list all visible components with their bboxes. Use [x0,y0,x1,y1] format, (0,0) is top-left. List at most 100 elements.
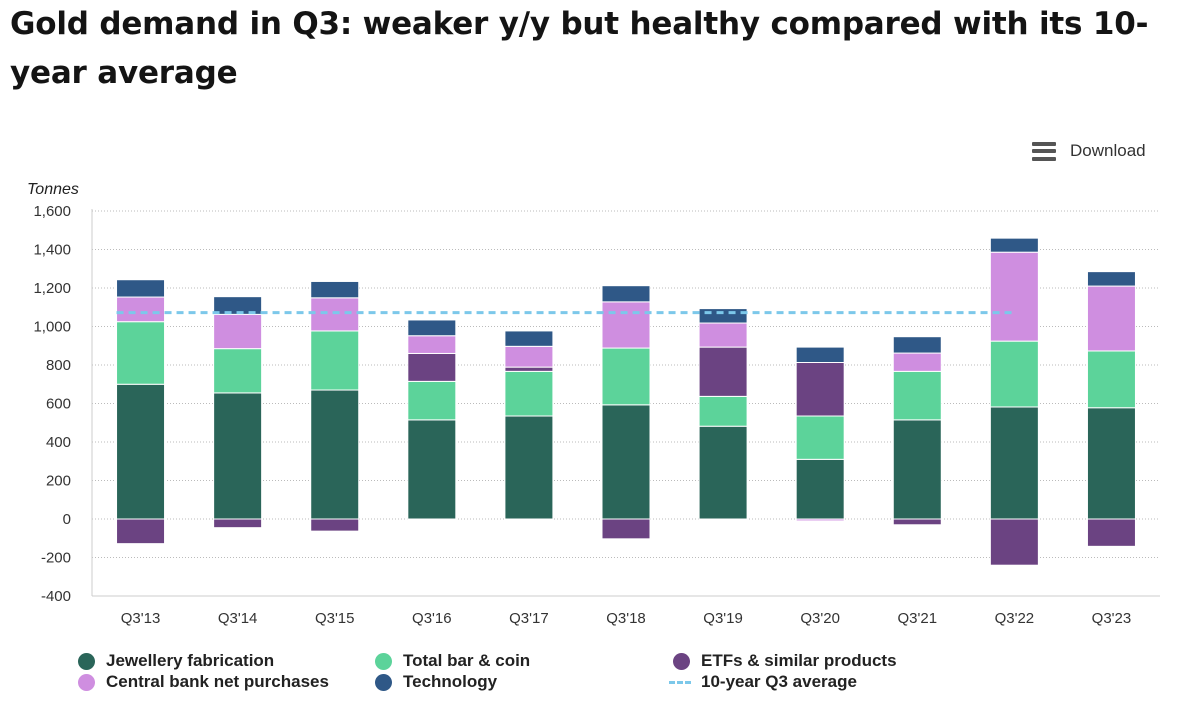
bar-segment-tech[interactable] [989,237,1039,253]
bar-segment-central[interactable] [310,297,360,332]
bar-segment-etf[interactable] [407,352,457,382]
bar-segment-central[interactable] [116,296,166,323]
legend-label-central-bank: Central bank net purchases [106,672,329,691]
bar-segment-barcoin[interactable] [407,380,457,421]
y-tick-label: -400 [41,588,71,605]
legend-swatch-jewellery [78,652,95,670]
bar-segment-etf[interactable] [310,518,360,532]
bar-segment-tech[interactable] [504,330,554,347]
bar-segment-barcoin[interactable] [601,347,651,406]
stacked-bar-chart: Tonnes 1,600 1,400 1,200 1,000 800 600 400 200 0… [27,181,1160,627]
y-tick-label: 600 [46,396,71,413]
y-tick-label: 1,200 [33,280,71,297]
x-tick-label: Q3'15 [315,610,355,627]
legend-swatch-barcoin [375,652,392,670]
x-axis-labels: Q3'13 Q3'14 Q3'15 Q3'16 Q3'17 Q3'18 Q3'19 Q3'20… [121,610,1131,627]
legend-label-technology: Technology [403,672,498,691]
bar-segment-barcoin[interactable] [989,340,1039,408]
bar-segment-jewellery[interactable] [892,419,942,520]
bar-segment-barcoin[interactable] [892,370,942,421]
bar-segment-central[interactable] [698,322,748,348]
bars [116,237,1136,566]
bar-segment-jewellery[interactable] [795,458,845,520]
download-button[interactable]: Download [1032,141,1146,161]
y-axis-title: Tonnes [27,181,79,198]
bar-segment-jewellery[interactable] [116,383,166,520]
bar-segment-jewellery[interactable] [1086,407,1136,520]
bar-segment-tech[interactable] [116,279,166,298]
legend-swatch-etf [673,652,690,670]
bar-segment-jewellery[interactable] [601,404,651,520]
x-tick-label: Q3'18 [606,610,646,627]
y-axis-ticks: 1,600 1,400 1,200 1,000 800 600 400 200 0 -200 -40… [33,203,71,605]
bar-segment-jewellery[interactable] [407,419,457,520]
bar-segment-barcoin[interactable] [116,321,166,385]
bar-segment-central[interactable] [892,352,942,372]
bar-segment-etf[interactable] [795,361,845,417]
y-tick-label: 1,000 [33,319,71,336]
y-tick-label: 800 [46,357,71,374]
x-tick-label: Q3'19 [703,610,743,627]
legend-label-etf: ETFs & similar products [701,651,897,670]
x-tick-label: Q3'21 [897,610,937,627]
bar-segment-barcoin[interactable] [310,330,360,391]
bar-segment-jewellery[interactable] [310,389,360,520]
bar-segment-central[interactable] [504,345,554,368]
x-tick-label: Q3'20 [800,610,840,627]
legend-label-jewellery: Jewellery fabrication [106,651,275,670]
bar-segment-tech[interactable] [601,285,651,303]
x-tick-label: Q3'13 [121,610,161,627]
bar-segment-central[interactable] [407,335,457,354]
bar-segment-tech[interactable] [310,280,360,299]
legend-item-etf[interactable]: ETFs & similar products [673,651,897,671]
legend-item-jewellery[interactable]: Jewellery fabrication [78,651,274,671]
bar-segment-etf[interactable] [116,518,166,545]
bar-segment-barcoin[interactable] [1086,350,1136,409]
bar-segment-etf[interactable] [989,518,1039,566]
x-tick-label: Q3'23 [1092,610,1132,627]
bar-segment-jewellery[interactable] [504,415,554,520]
bar-segment-central[interactable] [601,301,651,349]
legend-item-central-bank[interactable]: Central bank net purchases [78,672,329,692]
bar-segment-jewellery[interactable] [698,425,748,520]
bar-segment-etf[interactable] [213,518,263,529]
legend: Jewellery fabrication Total bar & coin E… [78,651,1078,701]
bar-segment-tech[interactable] [795,346,845,363]
bar-segment-tech[interactable] [1086,271,1136,287]
bar-segment-central[interactable] [1086,285,1136,352]
y-tick-label: 200 [46,473,71,490]
y-tick-label: 0 [63,511,71,528]
menu-icon [1032,141,1056,161]
y-tick-label: 1,600 [33,203,71,220]
bar-segment-etf[interactable] [698,346,748,397]
bar-segment-etf[interactable] [892,518,942,526]
bar-segment-barcoin[interactable] [504,370,554,417]
legend-label-average: 10-year Q3 average [701,672,857,691]
page-title: Gold demand in Q3: weaker y/y but health… [10,6,1149,91]
bar-segment-jewellery[interactable] [213,392,263,520]
legend-item-technology[interactable]: Technology [375,672,497,692]
bar-segment-central[interactable] [989,251,1039,342]
legend-label-barcoin: Total bar & coin [403,651,531,670]
bar-segment-jewellery[interactable] [989,406,1039,520]
bar-segment-tech[interactable] [892,336,942,354]
bar-segment-barcoin[interactable] [698,395,748,427]
bar-segment-tech[interactable] [407,319,457,337]
bar-segment-tech[interactable] [698,308,748,324]
x-tick-label: Q3'16 [412,610,452,627]
bar-segment-central[interactable] [795,518,845,522]
legend-item-average[interactable]: 10-year Q3 average [669,672,857,692]
legend-item-barcoin[interactable]: Total bar & coin [375,651,530,671]
bar-segment-barcoin[interactable] [213,348,263,394]
bar-segment-etf[interactable] [1086,518,1136,547]
y-tick-label: -200 [41,550,71,567]
bar-segment-etf[interactable] [601,518,651,540]
legend-swatch-technology [375,673,392,691]
legend-swatch-average [669,680,691,684]
bar-segment-etf[interactable] [504,366,554,372]
bar-segment-barcoin[interactable] [795,415,845,460]
bar-segment-tech[interactable] [213,296,263,315]
y-tick-label: 1,400 [33,242,71,259]
legend-swatch-central-bank [78,673,95,691]
bar-segment-central[interactable] [213,313,263,350]
